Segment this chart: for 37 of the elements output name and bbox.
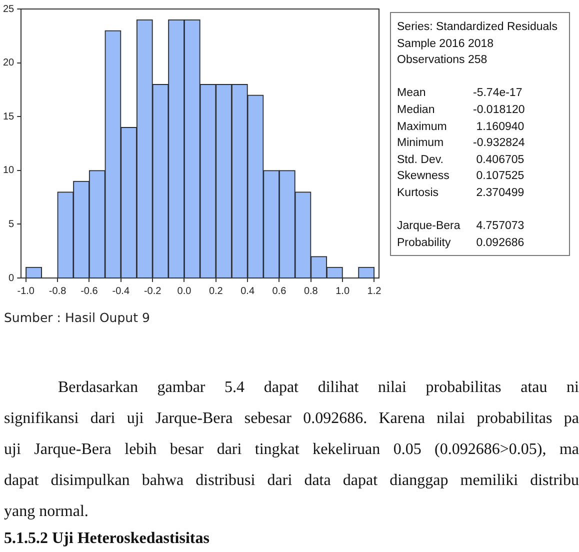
y-tick-label: 5 — [8, 218, 15, 230]
y-tick-label: 25 — [3, 4, 15, 15]
x-tick-label: 0.0 — [177, 286, 192, 297]
text: 5.1.5.2 Uji Heteroskedastisitas — [4, 530, 210, 548]
text: Median -0.018120 — [397, 104, 525, 116]
x-tick-label: 0.4 — [240, 286, 255, 297]
text: Std. Dev. 0.406705 — [397, 154, 524, 166]
text: Minimum -0.932824 — [397, 137, 525, 150]
text: Mean -5.74e-17 — [397, 87, 522, 100]
x-tick-label: 1.2 — [367, 286, 382, 297]
x-tick-label: 0.2 — [208, 286, 224, 297]
x-tick-label: -0.4 — [112, 286, 130, 297]
x-tick-label: -0.2 — [144, 286, 162, 297]
text: yang normal. — [4, 502, 90, 522]
x-tick-label: 0.8 — [304, 286, 318, 297]
text: Kurtosis 2.370499 — [397, 186, 524, 199]
text: Series: Standardized Residuals — [397, 20, 558, 35]
x-tick-label: -0.8 — [48, 286, 67, 297]
x-tick-label: 0.6 — [272, 286, 287, 297]
x-tick-label: -0.6 — [80, 286, 98, 297]
text: Sample 2016 2018 — [397, 36, 494, 52]
text: Maximum 1.160940 — [397, 120, 524, 133]
text: dapat disimpulkan bahwa distribusi dari data dapat dianggap memiliki distribu — [4, 471, 579, 491]
y-tick-label: 10 — [3, 165, 15, 176]
y-tick-label: 20 — [3, 58, 15, 69]
text: Probability 0.092686 — [397, 236, 524, 249]
text: signifikansi dari uji Jarque-Bera sebesar 0.092686. Karena nilai probabilitas pa — [4, 409, 579, 429]
y-tick-label: 0 — [8, 272, 15, 284]
text: Jarque-Bera 4.757073 — [397, 220, 524, 232]
y-tick-label: 15 — [3, 111, 15, 122]
text: Observations 258 — [397, 53, 488, 68]
text: Berdasarkan gambar 5.4 dapat dilihat nilai probabilitas atau ni — [57, 378, 579, 398]
text: Skewness 0.107525 — [397, 170, 524, 182]
x-tick-label: -1.0 — [17, 286, 35, 297]
x-tick-label: 1.0 — [336, 286, 350, 297]
text: uji Jarque-Bera lebih besar dari tingkat kekeliruan 0.05 (0.092686>0.05), ma — [4, 440, 579, 460]
text: Sumber : Hasil Ouput 9 — [4, 310, 150, 325]
